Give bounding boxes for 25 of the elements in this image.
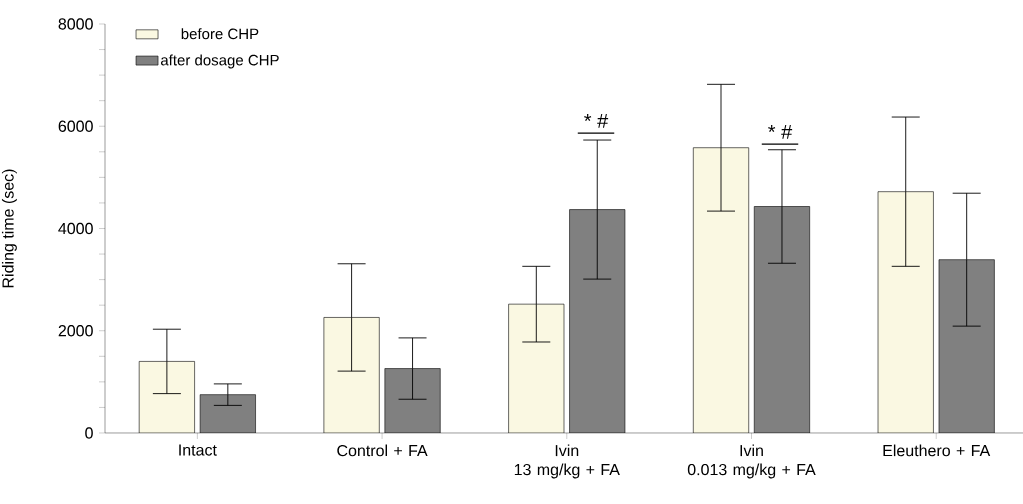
bar (508, 304, 565, 433)
legend-label: after dosage CHP (160, 54, 279, 69)
bar (938, 259, 995, 433)
x-tick-label: Ivin 0.013 mg/kg + FA (687, 444, 816, 479)
y-tick-label: 4000 (58, 222, 93, 235)
legend-label: before CHP (181, 28, 259, 40)
bar (693, 147, 749, 433)
bar (139, 361, 195, 433)
x-tick-label: Intact (179, 444, 217, 456)
x-tick-label: Control + FA (337, 444, 428, 457)
bar (323, 317, 380, 433)
y-tick-label: 0 (85, 427, 93, 439)
bar (200, 394, 256, 433)
y-tick-label: 8000 (58, 18, 93, 30)
bar (384, 368, 441, 433)
bar (569, 209, 625, 433)
bar (754, 206, 810, 433)
y-tick-label: 6000 (58, 120, 93, 132)
bar (877, 191, 934, 433)
y-axis-title: Riding time (sec) (1, 169, 17, 288)
x-tick-label: Ivin 13 mg/kg + FA (514, 444, 620, 479)
x-tick-label: Eleuthero + FA (883, 444, 991, 457)
y-tick-label: 2000 (58, 325, 93, 337)
annotation: * # (768, 125, 793, 139)
annotation: * # (584, 114, 609, 128)
